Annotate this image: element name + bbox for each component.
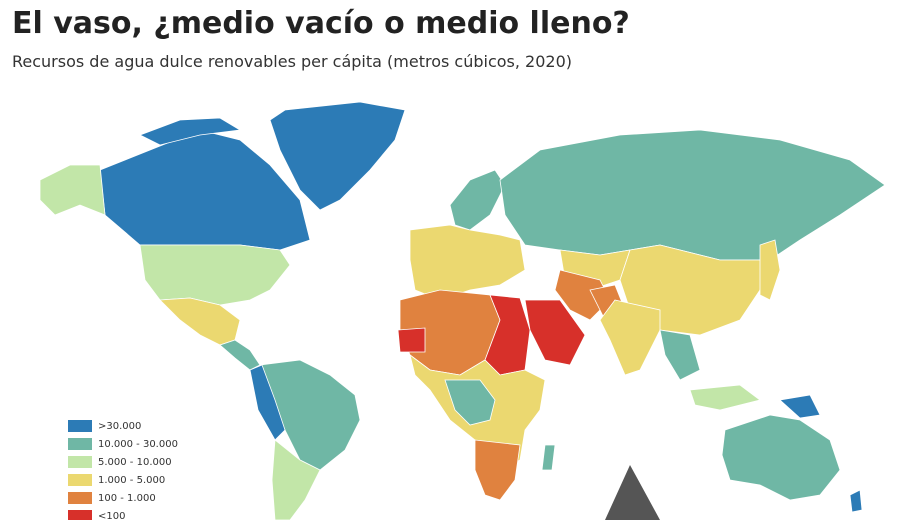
country-region	[139, 244, 291, 306]
legend-label: <100	[98, 511, 125, 520]
country-region	[409, 224, 526, 301]
legend-swatch	[68, 492, 92, 504]
legend-swatch	[68, 420, 92, 432]
country-region	[541, 444, 556, 471]
country-region	[689, 384, 761, 411]
legend-label: 10.000 - 30.000	[98, 439, 178, 450]
legend-label: 5.000 - 10.000	[98, 457, 172, 468]
country-region	[474, 439, 521, 501]
country-region	[721, 414, 841, 501]
cone-shape	[605, 465, 660, 520]
country-region	[449, 169, 506, 231]
country-region	[271, 439, 321, 520]
country-region	[139, 117, 242, 146]
legend-swatch	[68, 510, 92, 520]
subtitle: Recursos de agua dulce renovables per cá…	[12, 52, 572, 71]
country-region	[779, 394, 821, 419]
country-region	[397, 327, 426, 353]
country-region	[39, 164, 106, 216]
country-region	[159, 297, 241, 346]
legend-swatch	[68, 474, 92, 486]
country-region	[554, 269, 611, 321]
country-region	[659, 329, 701, 381]
country-region	[524, 299, 586, 366]
country-region	[849, 489, 863, 513]
country-region	[249, 364, 286, 441]
legend-label: >30.000	[98, 421, 141, 432]
country-region	[599, 299, 661, 376]
legend-swatch	[68, 456, 92, 468]
country-region	[99, 129, 311, 251]
country-region	[219, 339, 261, 371]
legend-swatch	[68, 438, 92, 450]
title: El vaso, ¿medio vacío o medio lleno?	[12, 6, 630, 41]
country-region	[269, 101, 406, 211]
country-region	[759, 239, 781, 301]
legend: >30.000 10.000 - 30.000 5.000 - 10.000 1.00…	[68, 420, 178, 520]
legend-label: 1.000 - 5.000	[98, 475, 165, 486]
country-region	[444, 379, 496, 426]
legend-label: 100 - 1.000	[98, 493, 156, 504]
country-region	[499, 129, 886, 261]
